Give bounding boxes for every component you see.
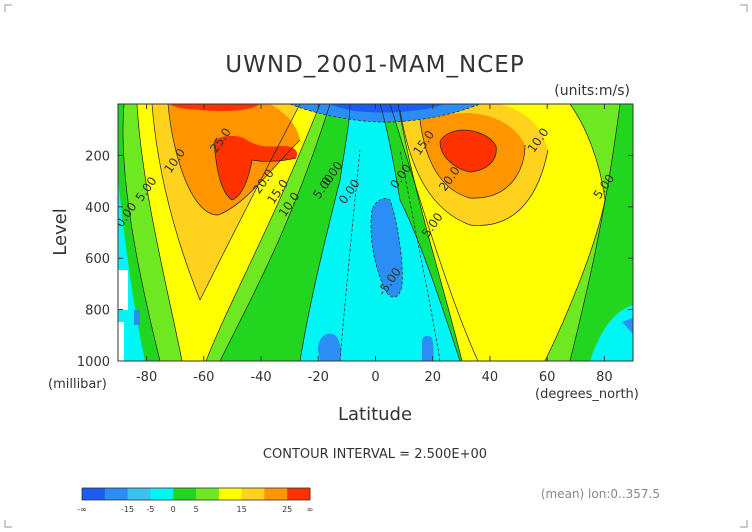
colorbar-swatch	[150, 488, 174, 500]
x-tick-label: -20	[308, 370, 329, 385]
x-tick-label: -60	[193, 370, 214, 385]
plot-area	[118, 104, 633, 361]
colorbar-swatch	[196, 488, 220, 500]
colorbar-tick-label: 25	[282, 505, 292, 514]
colorbar-swatch	[264, 488, 288, 500]
colorbar-swatch	[173, 488, 197, 500]
colorbar-tick-label: 0	[171, 505, 176, 514]
contour-lines	[122, 104, 621, 361]
y-tick-label: 600	[85, 252, 110, 267]
x-axis: -80 -60 -40 -20 0 20 40 60 80	[136, 104, 613, 385]
colorbar-tick-label: -15	[121, 505, 134, 514]
colorbar-frame	[81, 487, 311, 501]
fill-midlevel-blue	[370, 198, 403, 298]
colorbar-tick-label: -5	[146, 505, 154, 514]
colorbar-tick-label: ∞	[307, 505, 314, 514]
x-tick-label: 20	[424, 370, 441, 385]
fill-sh-red	[214, 135, 298, 200]
x-tick-label: 60	[539, 370, 556, 385]
y-axis: 200 400 600 800 1000	[77, 149, 633, 370]
colorbar-swatch	[104, 488, 129, 500]
y-tick-label: 200	[85, 149, 110, 164]
fill-west-cyan	[118, 180, 145, 361]
footer-note: (mean) lon:0..357.5	[541, 487, 660, 501]
x-axis-label: Latitude	[338, 404, 412, 425]
x-tick-label: 0	[371, 370, 379, 385]
x-tick-label: -40	[250, 370, 271, 385]
fill-nh-red	[440, 130, 497, 172]
colorbar-tick-label: 15	[237, 505, 247, 514]
fill-sw-blue	[134, 310, 140, 325]
units-label: (units:m/s)	[554, 83, 630, 99]
fill-sh-top-red	[170, 104, 260, 112]
x-tick-label: 40	[482, 370, 499, 385]
crop-marks	[4, 4, 748, 528]
y-tick-label: 400	[85, 201, 110, 216]
fill-top-blue-deep	[330, 104, 445, 113]
y-tick-label: 800	[85, 304, 110, 319]
y-tick-label: 1000	[77, 355, 110, 370]
contour-interval: CONTOUR INTERVAL = 2.500E+00	[263, 447, 487, 462]
colorbar-swatch	[127, 488, 151, 500]
x-tick-label: 80	[596, 370, 613, 385]
y-axis-label: Level	[50, 208, 71, 256]
fill-low-blue-2	[422, 335, 434, 361]
fill-blank-2	[118, 322, 124, 361]
colorbar: -∞ -15 -5 0 5 15 25 ∞	[77, 487, 314, 514]
colorbar-swatch	[82, 488, 106, 500]
colorbar-swatch	[218, 488, 243, 500]
fill-low-blue-1	[318, 333, 342, 361]
y-unit-label: (millibar)	[48, 377, 107, 392]
x-unit-label: (degrees_north)	[535, 387, 639, 402]
fill-se-blue	[622, 318, 633, 334]
colorbar-tick-label: 5	[193, 505, 198, 514]
x-tick-label: -80	[136, 370, 157, 385]
colorbar-swatch	[241, 488, 265, 500]
chart-title: UWND_2001-MAM_NCEP	[225, 52, 524, 78]
fill-blank-1	[118, 270, 128, 310]
fill-east-cyan	[590, 305, 633, 361]
colorbar-swatch	[287, 488, 311, 500]
colorbar-tick-label: -∞	[77, 505, 87, 514]
